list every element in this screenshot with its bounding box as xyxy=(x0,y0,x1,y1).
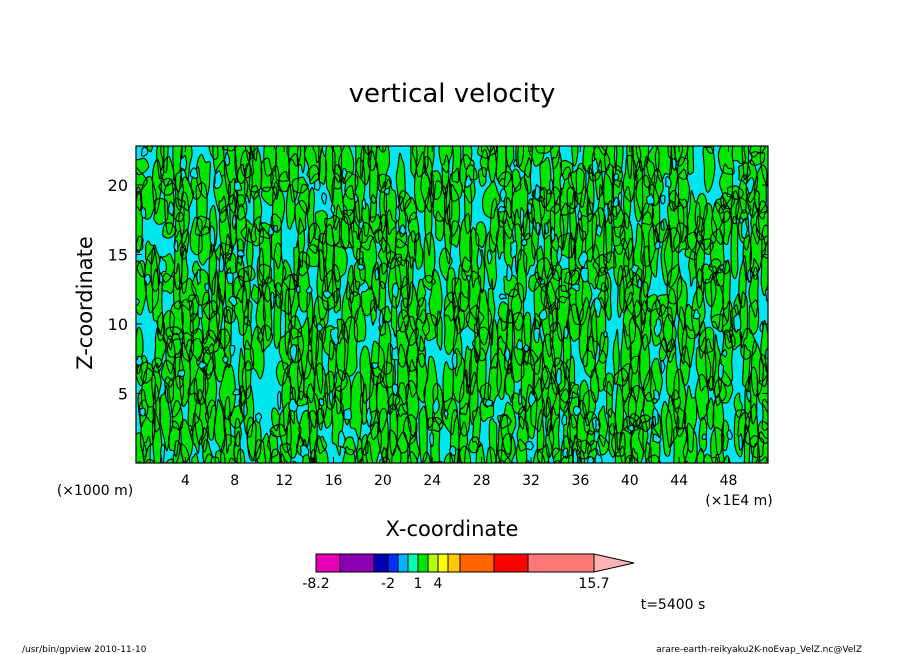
plot-area xyxy=(136,146,768,463)
colorbar xyxy=(315,553,635,573)
colorbar-segment xyxy=(387,553,399,573)
y-tick-label: 10 xyxy=(108,315,128,334)
colorbar-segment xyxy=(417,553,429,573)
colorbar-tick-label: 15.7 xyxy=(578,576,609,592)
colorbar-segment xyxy=(397,553,409,573)
colorbar-segment xyxy=(527,553,595,573)
x-tick-label: 20 xyxy=(374,473,392,489)
y-tick-label: 20 xyxy=(108,176,128,195)
colorbar-segment xyxy=(437,553,449,573)
footer-right: arare-earth-reikyaku2K-noEvap_VelZ.nc@Ve… xyxy=(656,645,862,654)
x-tick-label: 40 xyxy=(621,473,639,489)
time-label: t=5400 s xyxy=(641,597,706,613)
x-tick-label: 16 xyxy=(325,473,343,489)
x-tick-label: 44 xyxy=(670,473,688,489)
colorbar-segment xyxy=(339,553,375,573)
colorbar-segment xyxy=(459,553,495,573)
colorbar-tick-label: 4 xyxy=(434,576,443,592)
y-tick-label: 5 xyxy=(118,384,128,403)
colorbar-tick-label: -2 xyxy=(381,576,395,592)
colorbar-tick-labels: -8.2 -2 1 4 15.7 xyxy=(302,576,609,592)
plot-frame xyxy=(135,145,769,464)
colorbar-segment xyxy=(373,553,389,573)
x-axis-ticks: 4 8 12 16 20 24 28 32 36 40 44 48 xyxy=(181,146,738,489)
x-tick-label: 28 xyxy=(473,473,491,489)
downdraft-region xyxy=(136,146,768,463)
y-tick-label: 15 xyxy=(108,245,128,264)
chart-title: vertical velocity xyxy=(349,79,556,109)
x-tick-label: 36 xyxy=(571,473,589,489)
x-tick-label: 32 xyxy=(522,473,540,489)
colorbar-tick-label: 1 xyxy=(414,576,423,592)
footer-left: /usr/bin/gpview 2010-11-10 xyxy=(22,645,147,654)
x-tick-label: 48 xyxy=(720,473,738,489)
x-tick-label: 12 xyxy=(275,473,293,489)
colorbar-segment xyxy=(447,553,461,573)
x-axis-label: X-coordinate xyxy=(386,517,519,541)
y-axis-label: Z-coordinate xyxy=(73,236,97,370)
colorbar-segment xyxy=(407,553,419,573)
colorbar-segment xyxy=(427,553,439,573)
x-tick-label: 4 xyxy=(181,473,190,489)
updraft-region xyxy=(136,146,768,463)
colorbar-extend-arrow xyxy=(593,553,635,573)
colorbar-segment xyxy=(315,553,341,573)
x-tick-label: 8 xyxy=(230,473,239,489)
colorbar-segment xyxy=(493,553,529,573)
colorbar-tick-label: -8.2 xyxy=(302,576,329,592)
x-axis-unit-left: (×1000 m) xyxy=(57,483,133,499)
x-tick-label: 24 xyxy=(423,473,441,489)
y-axis-ticks: 5 10 15 20 xyxy=(108,176,768,403)
x-axis-unit-right: (×1E4 m) xyxy=(705,493,772,509)
